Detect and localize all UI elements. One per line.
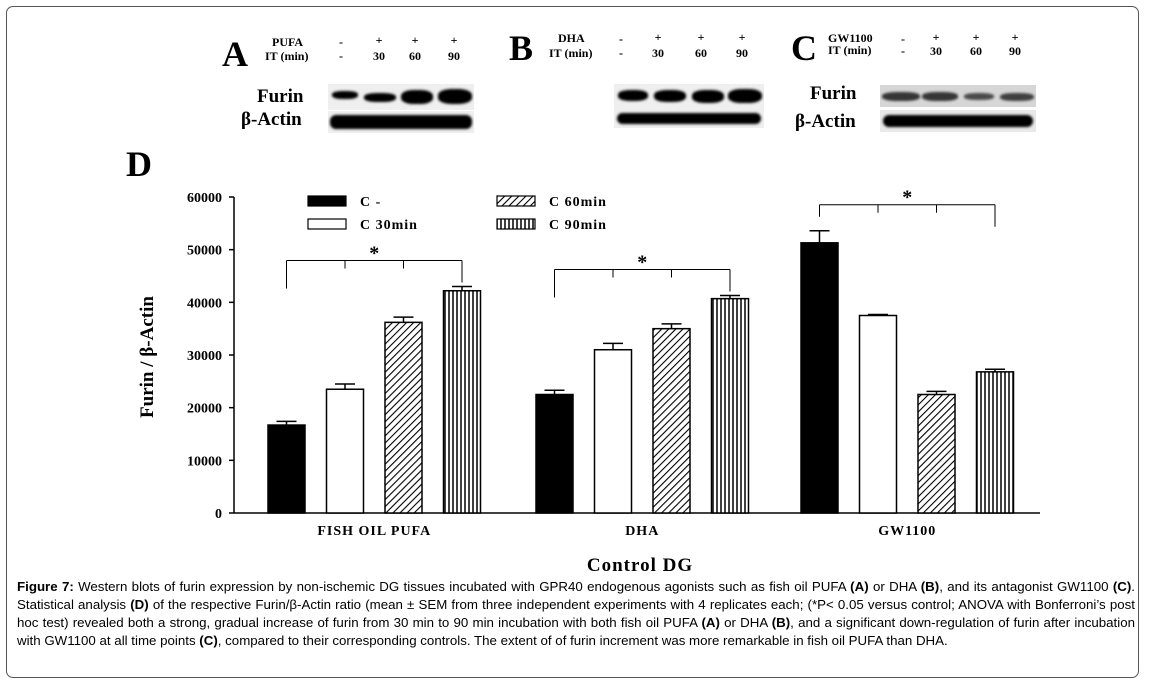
- panel-b-time-2: 30: [652, 46, 664, 60]
- bar: [442, 289, 482, 514]
- panel-a-actin-label: β-Actin: [241, 109, 302, 130]
- panel-c-furin-blot: [880, 85, 1036, 107]
- caption-ref-a: (A): [850, 579, 869, 594]
- caption-ref-c: (C): [1112, 579, 1132, 594]
- caption-ref-c2: (C): [199, 633, 218, 648]
- legend-label: C 90min: [549, 218, 607, 233]
- legend-swatch: [307, 218, 347, 230]
- y-tick-label: 40000: [187, 296, 222, 311]
- panel-c-treatment-4: +: [1011, 30, 1019, 44]
- significance-star: *: [369, 243, 379, 265]
- y-tick-label: 60000: [187, 191, 222, 206]
- bar: [535, 393, 574, 514]
- panel-a-treatment-3: +: [411, 33, 419, 47]
- panel-b-furin-blot: [614, 84, 764, 108]
- panel-b-treatment-4: +: [738, 30, 746, 44]
- panel-a-treatment-1: -: [339, 35, 343, 49]
- panel-b-time-4: 90: [736, 46, 748, 60]
- panel-c-time-1: -: [901, 44, 905, 58]
- panel-b-it-label: IT (min): [549, 46, 593, 60]
- caption-ref-b2: (B): [771, 615, 791, 630]
- panel-c-letter: C: [791, 28, 817, 68]
- panel-a-actin-blot: [328, 111, 474, 133]
- bar: [858, 314, 898, 514]
- bar: [652, 327, 691, 514]
- significance-star: *: [637, 251, 647, 273]
- y-tick-label: 20000: [187, 402, 222, 417]
- y-tick-label: 30000: [187, 349, 222, 364]
- bar: [325, 388, 365, 514]
- caption-ref-d: (D): [130, 597, 149, 612]
- bar: [917, 393, 956, 514]
- y-tick-label: 50000: [187, 244, 222, 259]
- panel-a-furin-blot: [328, 84, 474, 110]
- caption-ref-b: (B): [920, 579, 940, 594]
- bar: [384, 321, 423, 514]
- panel-d-letter: D: [126, 144, 152, 184]
- caption-text-6: or DHA: [719, 615, 772, 630]
- panel-b-treatment-1: -: [619, 32, 623, 46]
- x-tick-label: DHA: [625, 524, 659, 539]
- significance-star: *: [902, 187, 912, 209]
- caption-text-8: , compared to their corresponding contro…: [217, 633, 948, 648]
- bar: [800, 242, 839, 514]
- legend-label: C 60min: [549, 195, 607, 210]
- caption-text-7: , and a significant down-regulation of f…: [17, 615, 1135, 648]
- bar: [267, 424, 306, 514]
- panel-a-time-4: 90: [448, 49, 460, 63]
- panel-a-letter: A: [222, 34, 248, 74]
- panel-b-time-1: -: [619, 46, 623, 60]
- legend-label: C -: [360, 195, 381, 210]
- panel-a-it-label: IT (min): [265, 49, 309, 63]
- panel-c-furin-label: Furin: [810, 83, 857, 104]
- panel-a-treatment-label: PUFA: [272, 35, 304, 49]
- caption-text-1: Western blots of furin expression by non…: [73, 579, 851, 594]
- caption-text-2: or DHA: [868, 579, 921, 594]
- panel-b-treatment-label: DHA: [558, 31, 585, 45]
- y-tick-label: 0: [215, 507, 222, 522]
- caption-text-4: . Statistical analysis: [17, 579, 1135, 612]
- panel-b-letter: B: [509, 28, 534, 68]
- panel-c-it-label: IT (min): [828, 43, 872, 57]
- panel-a-treatment-4: +: [450, 33, 458, 47]
- caption-text-5: of the respective Furin/β-Actin ratio (m…: [17, 597, 1135, 630]
- figure-caption: Figure 7: Western blots of furin express…: [17, 578, 1135, 650]
- panel-b-treatment-2: +: [654, 30, 662, 44]
- y-tick-label: 10000: [187, 454, 222, 469]
- legend-swatch: [496, 195, 536, 207]
- panel-c-actin-label: β-Actin: [795, 111, 856, 132]
- x-tick-label: GW1100: [878, 524, 936, 539]
- bar: [975, 371, 1015, 514]
- x-tick-label: FISH OIL PUFA: [317, 524, 431, 539]
- figure-frame: [6, 6, 1139, 678]
- panel-b-treatment-3: +: [697, 30, 705, 44]
- legend-swatch: [496, 218, 536, 230]
- panel-c-treatment-label: GW1100: [828, 31, 873, 45]
- caption-figure-label: Figure 7:: [17, 579, 74, 594]
- panel-b-time-3: 60: [695, 46, 707, 60]
- legend-swatch: [307, 195, 347, 207]
- panel-a-time-1: -: [339, 49, 343, 63]
- bar: [593, 348, 633, 514]
- caption-ref-a2: (A): [701, 615, 720, 630]
- legend-label: C 30min: [360, 218, 418, 233]
- caption-text-3: , and its antagonist GW1100: [939, 579, 1113, 594]
- panel-c-actin-blot: [880, 110, 1036, 132]
- panel-c-treatment-1: -: [901, 32, 905, 46]
- panel-c-time-3: 60: [970, 44, 982, 58]
- panel-c-time-4: 90: [1009, 44, 1021, 58]
- panel-c-treatment-3: +: [972, 30, 980, 44]
- panel-a-time-2: 30: [373, 49, 385, 63]
- panel-a-treatment-2: +: [375, 33, 383, 47]
- panel-a-time-3: 60: [409, 49, 421, 63]
- panel-c-time-2: 30: [930, 44, 942, 58]
- panel-b-actin-blot: [614, 108, 764, 128]
- x-axis-title: Control DG: [587, 555, 693, 576]
- bar: [710, 297, 750, 514]
- panel-c-treatment-2: +: [932, 30, 940, 44]
- panel-a-furin-label: Furin: [257, 86, 304, 107]
- y-axis-title: Furin / β-Actin: [137, 296, 158, 418]
